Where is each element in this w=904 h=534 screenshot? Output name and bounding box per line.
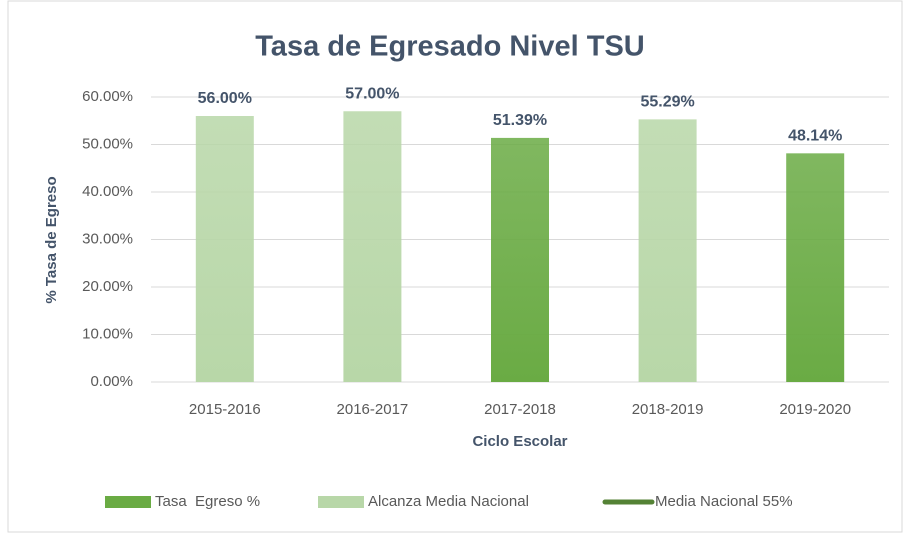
x-tick-label: 2017-2018	[484, 401, 556, 418]
bar	[491, 137, 549, 382]
x-tick-label: 2016-2017	[337, 401, 409, 418]
legend-swatch	[318, 496, 364, 508]
y-tick-label: 10.00%	[82, 325, 133, 342]
legend-swatch	[105, 496, 151, 508]
x-tick-label: 2018-2019	[632, 401, 704, 418]
data-label: 55.29%	[640, 94, 694, 111]
bar	[786, 153, 845, 382]
y-tick-label: 0.00%	[90, 373, 133, 390]
legend-label: Alcanza Media Nacional	[368, 493, 529, 510]
data-label: 57.00%	[345, 85, 399, 102]
x-tick-label: 2015-2016	[189, 401, 261, 418]
y-axis-label: % Tasa de Egreso	[43, 176, 60, 303]
data-label: 51.39%	[493, 112, 547, 129]
y-tick-label: 40.00%	[82, 183, 133, 200]
chart-frame	[7, 0, 903, 533]
x-tick-label: 2019-2020	[779, 401, 851, 418]
bar	[343, 111, 402, 382]
y-tick-label: 60.00%	[82, 88, 133, 105]
data-label: 48.14%	[788, 128, 842, 145]
bar	[638, 119, 697, 382]
legend-label: Tasa Egreso %	[155, 493, 260, 510]
x-axis-label: Ciclo Escolar	[472, 433, 567, 450]
y-tick-label: 20.00%	[82, 278, 133, 295]
bar	[195, 116, 254, 382]
chart-title: Tasa de Egresado Nivel TSU	[255, 31, 645, 63]
data-label: 56.00%	[198, 90, 252, 107]
legend-label: Media Nacional 55%	[655, 493, 793, 510]
y-tick-label: 50.00%	[82, 135, 133, 152]
y-tick-label: 30.00%	[82, 230, 133, 247]
